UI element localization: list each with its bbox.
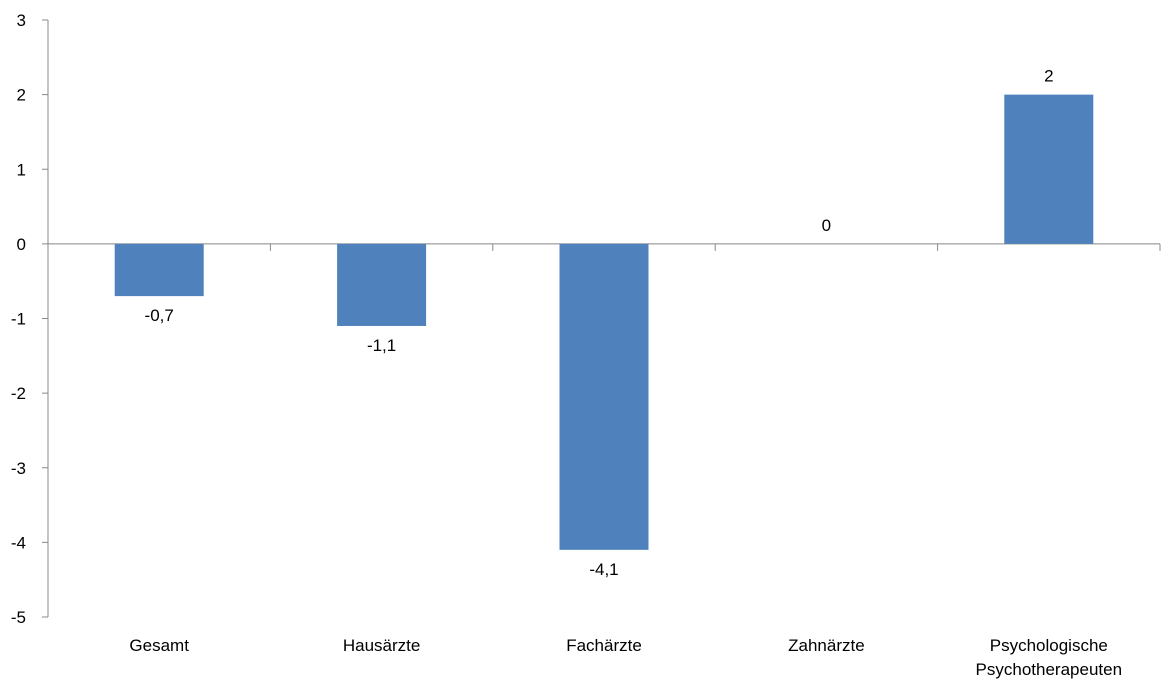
category-label: Psychologische <box>990 636 1108 655</box>
category-label: Fachärzte <box>566 636 642 655</box>
bars <box>114 94 1094 550</box>
bar <box>337 243 427 326</box>
bar <box>1004 94 1094 244</box>
y-tick-label: -4 <box>11 533 26 552</box>
y-tick-label: -1 <box>11 310 26 329</box>
bar <box>114 243 204 297</box>
y-tick-label: -3 <box>11 459 26 478</box>
category-label: Hausärzte <box>343 636 420 655</box>
y-tick-label: 1 <box>17 160 26 179</box>
data-label: 0 <box>822 216 831 235</box>
y-tick-label: 0 <box>17 235 26 254</box>
category-label: Psychotherapeuten <box>976 660 1123 679</box>
y-tick-label: 2 <box>17 86 26 105</box>
y-tick-label: 3 <box>17 11 26 30</box>
data-label: -4,1 <box>589 560 618 579</box>
labels: 3 2 1 0 -1 -2 -3 -4 -5 -0,7 Gesamt -1,1 Hausärzte -4,… <box>11 11 1122 679</box>
y-tick-label: -5 <box>11 608 26 627</box>
category-label: Gesamt <box>129 636 189 655</box>
bar <box>559 243 649 550</box>
y-tick-label: -2 <box>11 384 26 403</box>
data-label: 2 <box>1044 67 1053 86</box>
category-label: Zahnärzte <box>788 636 865 655</box>
data-label: -0,7 <box>145 306 174 325</box>
data-label: -1,1 <box>367 336 396 355</box>
